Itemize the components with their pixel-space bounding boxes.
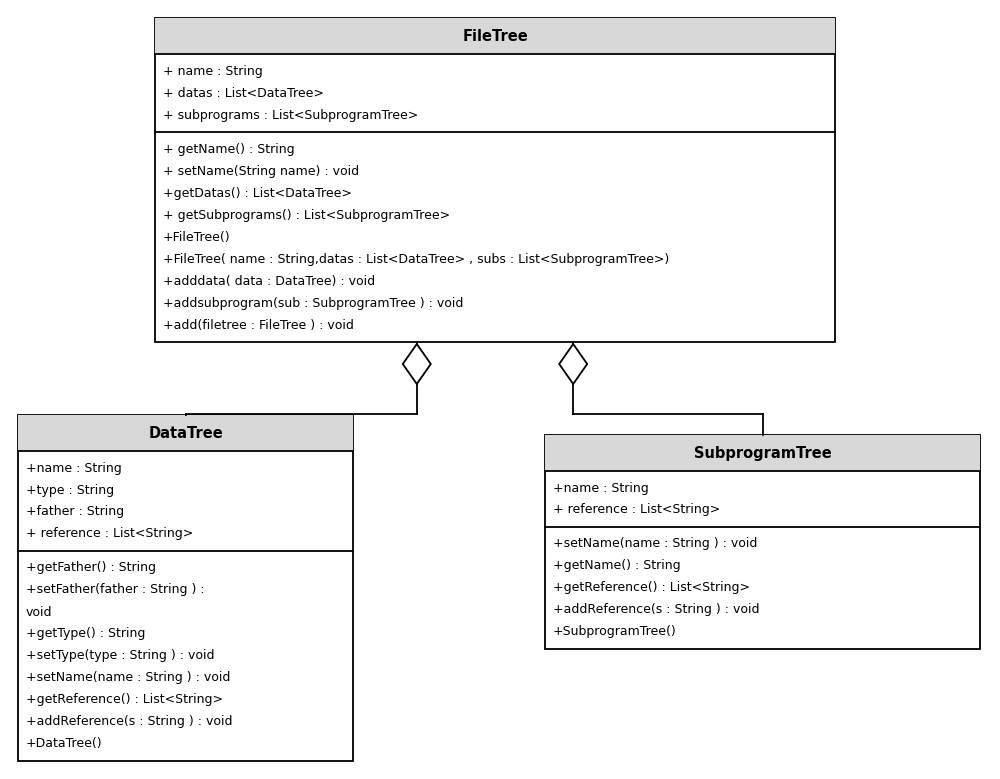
- Text: +getFather() : String: +getFather() : String: [26, 562, 156, 574]
- Text: +setName(name : String ) : void: +setName(name : String ) : void: [26, 671, 230, 685]
- Text: FileTree: FileTree: [462, 29, 528, 44]
- Bar: [545, 435, 980, 649]
- Text: +FileTree(): +FileTree(): [163, 231, 231, 244]
- Text: void: void: [26, 605, 52, 619]
- Text: +addReference(s : String ) : void: +addReference(s : String ) : void: [553, 604, 760, 616]
- Text: + reference : List<String>: + reference : List<String>: [553, 503, 720, 516]
- Bar: [18, 415, 353, 761]
- Text: +setName(name : String ) : void: +setName(name : String ) : void: [553, 538, 757, 551]
- Text: +type : String: +type : String: [26, 484, 114, 496]
- Text: +addReference(s : String ) : void: +addReference(s : String ) : void: [26, 715, 232, 728]
- Text: +getName() : String: +getName() : String: [553, 559, 681, 573]
- Text: + datas : List<DataTree>: + datas : List<DataTree>: [163, 86, 324, 100]
- Text: + getName() : String: + getName() : String: [163, 143, 295, 156]
- Text: +getDatas() : List<DataTree>: +getDatas() : List<DataTree>: [163, 186, 352, 199]
- Text: + setName(String name) : void: + setName(String name) : void: [163, 164, 359, 178]
- Text: +name : String: +name : String: [553, 481, 649, 495]
- Text: +FileTree( name : String,datas : List<DataTree> , subs : List<SubprogramTree>): +FileTree( name : String,datas : List<Da…: [163, 252, 669, 266]
- Text: +getType() : String: +getType() : String: [26, 628, 145, 640]
- Polygon shape: [403, 344, 431, 384]
- Text: DataTree: DataTree: [148, 425, 223, 440]
- Text: +SubprogramTree(): +SubprogramTree(): [553, 626, 677, 639]
- Polygon shape: [559, 344, 587, 384]
- Bar: [155, 18, 835, 342]
- Text: +setFather(father : String ) :: +setFather(father : String ) :: [26, 583, 205, 597]
- Bar: [545, 435, 980, 471]
- Text: +father : String: +father : String: [26, 506, 124, 519]
- Text: +setType(type : String ) : void: +setType(type : String ) : void: [26, 650, 214, 662]
- Text: +adddata( data : DataTree) : void: +adddata( data : DataTree) : void: [163, 274, 375, 287]
- Bar: [18, 415, 353, 451]
- Text: SubprogramTree: SubprogramTree: [694, 446, 831, 460]
- Text: +getReference() : List<String>: +getReference() : List<String>: [553, 581, 750, 594]
- Text: +add(filetree : FileTree ) : void: +add(filetree : FileTree ) : void: [163, 319, 354, 332]
- Bar: [155, 18, 835, 54]
- Text: + reference : List<String>: + reference : List<String>: [26, 527, 193, 541]
- Text: +addsubprogram(sub : SubprogramTree ) : void: +addsubprogram(sub : SubprogramTree ) : …: [163, 297, 463, 309]
- Text: + subprograms : List<SubprogramTree>: + subprograms : List<SubprogramTree>: [163, 108, 418, 122]
- Text: + name : String: + name : String: [163, 65, 263, 77]
- Text: + getSubprograms() : List<SubprogramTree>: + getSubprograms() : List<SubprogramTree…: [163, 209, 450, 221]
- Text: +name : String: +name : String: [26, 461, 122, 474]
- Text: +DataTree(): +DataTree(): [26, 738, 103, 750]
- Text: +getReference() : List<String>: +getReference() : List<String>: [26, 693, 223, 707]
